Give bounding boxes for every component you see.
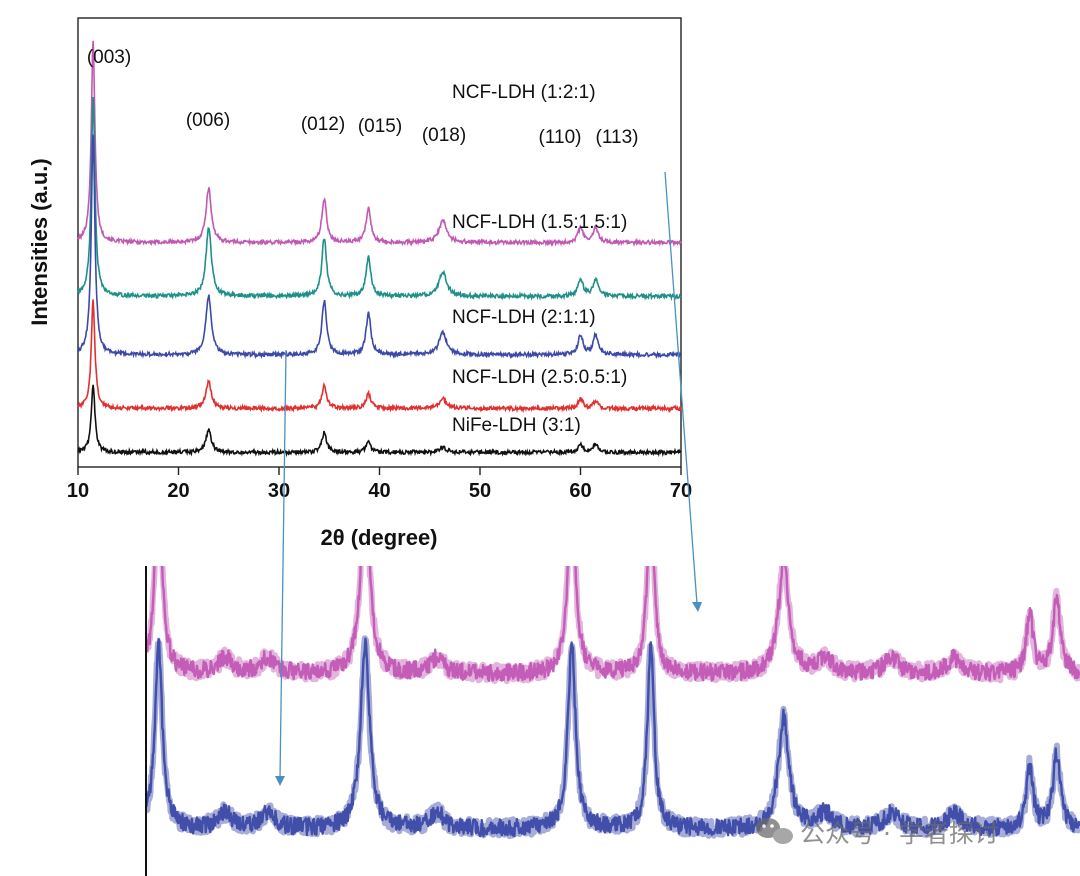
zoom-series-line bbox=[146, 637, 1080, 838]
x-tick-label: 70 bbox=[670, 480, 692, 502]
zoom-series-line bbox=[146, 566, 1080, 682]
peak-label: (003) bbox=[87, 47, 131, 68]
y-axis-label: Intensities (a.u.) bbox=[27, 158, 52, 325]
series-line bbox=[77, 96, 682, 302]
series-labels: NCF-LDH (1:2:1) NCF-LDH (1.5:1.5:1) NCF-LD… bbox=[452, 82, 627, 436]
wechat-icon bbox=[756, 818, 793, 844]
series-label: NCF-LDH (2.5:0.5:1) bbox=[452, 367, 627, 388]
x-tick-label: 60 bbox=[569, 480, 591, 502]
peak-label: (018) bbox=[422, 125, 466, 146]
series-line bbox=[77, 134, 682, 360]
watermark-text: 公众号 · 学者探讨 bbox=[800, 819, 999, 848]
zoom-inset bbox=[145, 566, 1080, 876]
x-tick-label: 50 bbox=[469, 480, 491, 502]
series-label: NCF-LDH (1.5:1.5:1) bbox=[452, 212, 627, 233]
xrd-chart: 10 20 30 40 50 60 70 (003) (006) (012) (015) (018)… bbox=[27, 17, 692, 550]
connector-arrow-bottom bbox=[279, 349, 287, 779]
watermark: 公众号 · 学者探讨 bbox=[756, 818, 999, 848]
series-line bbox=[77, 384, 682, 458]
arrowhead-icon bbox=[692, 602, 702, 612]
x-axis-ticks: 10 20 30 40 50 60 70 bbox=[67, 467, 692, 502]
main-traces bbox=[77, 40, 682, 458]
peak-label: (015) bbox=[358, 116, 402, 137]
series-label: NCF-LDH (1:2:1) bbox=[452, 82, 596, 103]
arrowhead-icon bbox=[275, 776, 285, 786]
zoom-series-line bbox=[146, 566, 1080, 685]
peak-labels: (003) (006) (012) (015) (018) (110) (113) bbox=[87, 47, 639, 148]
peak-label: (006) bbox=[186, 110, 230, 131]
zoom-traces bbox=[146, 566, 1080, 840]
connector-arrows bbox=[275, 171, 702, 786]
series-line bbox=[77, 40, 682, 248]
connector-arrow-top bbox=[664, 171, 698, 605]
peak-label: (012) bbox=[301, 114, 345, 135]
series-label: NiFe-LDH (3:1) bbox=[452, 415, 581, 436]
peak-label: (113) bbox=[596, 127, 639, 148]
series-label: NCF-LDH (2:1:1) bbox=[452, 307, 596, 328]
peak-label: (110) bbox=[539, 127, 582, 148]
x-tick-label: 30 bbox=[268, 480, 290, 502]
x-axis-label: 2θ (degree) bbox=[320, 525, 437, 550]
x-tick-label: 40 bbox=[368, 480, 390, 502]
series-line bbox=[77, 299, 682, 414]
x-tick-label: 20 bbox=[167, 480, 189, 502]
x-tick-label: 10 bbox=[67, 480, 89, 502]
